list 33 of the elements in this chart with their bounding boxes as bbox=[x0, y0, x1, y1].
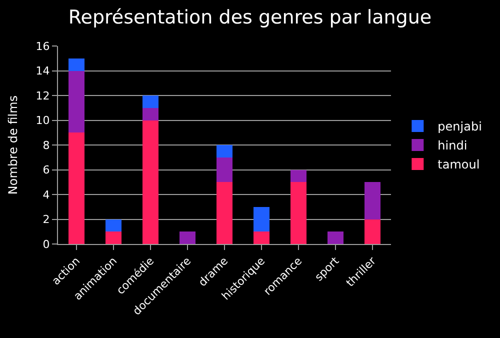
y-tick-label: 16 bbox=[36, 40, 50, 53]
y-tick-label: 2 bbox=[42, 213, 50, 226]
bar bbox=[142, 120, 158, 244]
bar bbox=[364, 182, 380, 220]
bar bbox=[290, 170, 306, 182]
bar bbox=[216, 145, 232, 158]
y-tick-label: 6 bbox=[42, 164, 50, 177]
y-tick-label: 12 bbox=[36, 89, 50, 102]
y-tick-label: 0 bbox=[42, 238, 50, 251]
y-tick-label: 14 bbox=[36, 64, 50, 78]
bar bbox=[68, 58, 84, 71]
bar bbox=[68, 132, 84, 244]
legend-label: penjabi bbox=[438, 120, 482, 134]
bar bbox=[142, 108, 158, 120]
bar bbox=[254, 232, 270, 244]
y-tick-label: 8 bbox=[42, 138, 50, 152]
legend-label: hindi bbox=[438, 138, 468, 153]
bar bbox=[106, 219, 122, 232]
bar bbox=[142, 96, 158, 108]
bar bbox=[216, 157, 232, 182]
bar bbox=[68, 70, 84, 133]
legend-label: tamoul bbox=[438, 158, 480, 172]
bar bbox=[180, 232, 196, 244]
chart-title: Représentation des genres par langue bbox=[68, 6, 432, 28]
bar bbox=[254, 206, 270, 232]
y-tick-label: 10 bbox=[36, 114, 50, 128]
bar bbox=[106, 232, 122, 244]
y-axis-title: Nombre de films bbox=[6, 95, 20, 195]
bar bbox=[290, 182, 306, 244]
bar bbox=[216, 182, 232, 244]
y-tick-label: 4 bbox=[42, 188, 50, 202]
bar bbox=[364, 219, 380, 244]
bar bbox=[328, 232, 344, 244]
